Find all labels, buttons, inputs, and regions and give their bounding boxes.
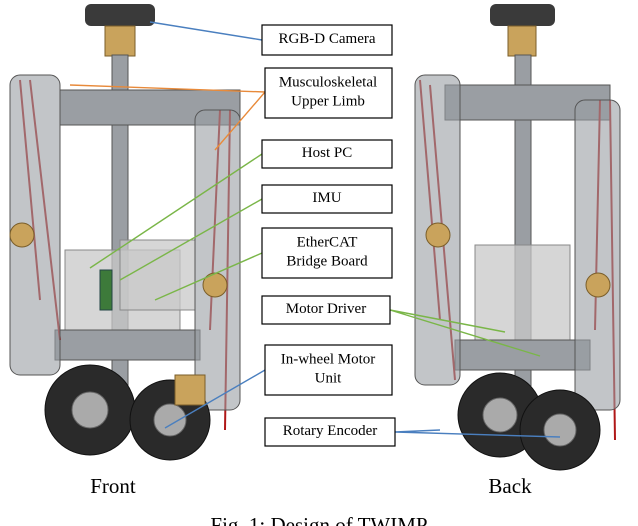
label-boxes xyxy=(261,24,396,447)
label: Rotary Encoder xyxy=(283,423,378,439)
label: Musculoskeletal Upper Limb xyxy=(279,75,377,110)
label: Host PC xyxy=(302,145,352,161)
label: EtherCAT Bridge Board xyxy=(286,235,368,270)
back-robot xyxy=(414,4,621,471)
label: RGB-D Camera xyxy=(278,31,375,47)
label: In-wheel Motor Unit xyxy=(281,352,376,387)
leader-lines xyxy=(69,21,561,438)
labels: RGB-D Camera Musculoskeletal Upper Limb Hos… xyxy=(278,31,377,439)
view-label: Front xyxy=(90,474,136,498)
label: Motor Driver xyxy=(286,301,366,317)
view-label: Back xyxy=(488,474,532,498)
front-robot xyxy=(9,4,241,461)
caption: Fig. 1: Design of TWIMP xyxy=(210,513,427,526)
label: IMU xyxy=(312,190,341,206)
